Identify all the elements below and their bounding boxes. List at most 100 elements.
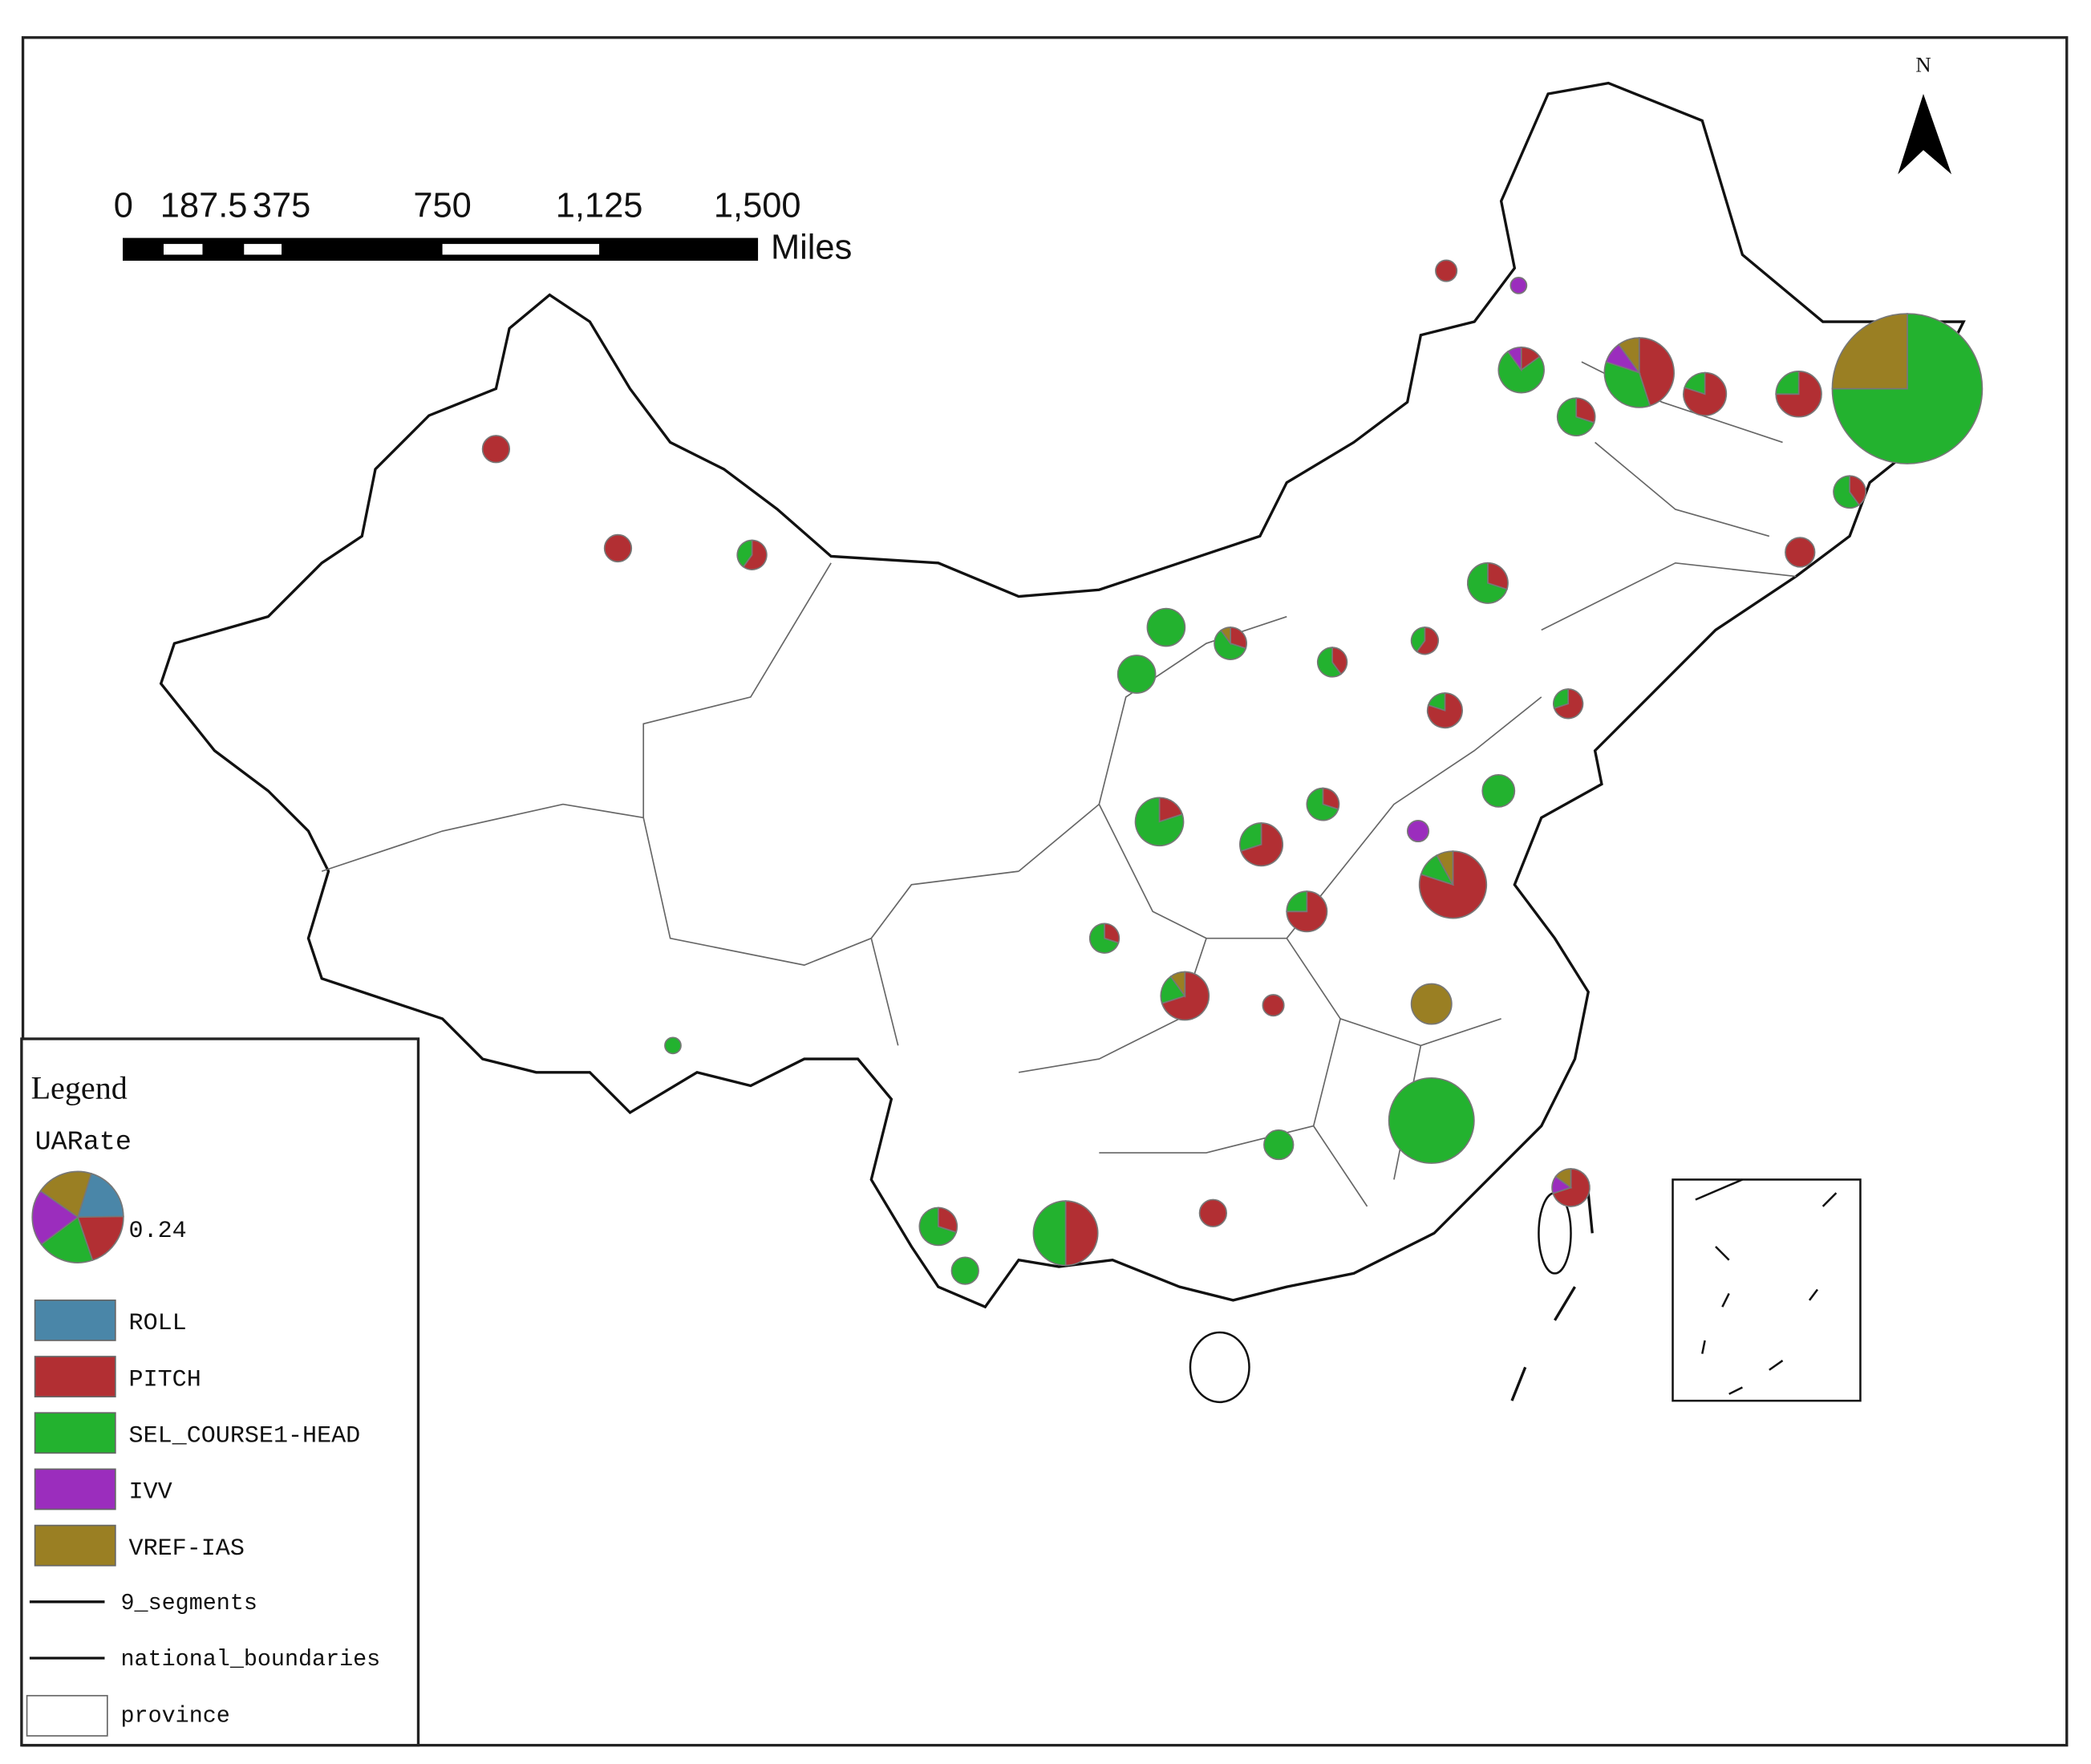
pie-slice xyxy=(1198,1198,1228,1227)
site-pie xyxy=(1262,994,1285,1017)
legend-swatch xyxy=(34,1468,116,1511)
site-pie xyxy=(1481,773,1516,808)
site-pie xyxy=(1553,688,1584,720)
scale-bar-segment xyxy=(164,244,203,255)
north-arrow: N xyxy=(1898,53,1952,175)
pie-slice xyxy=(918,1206,958,1247)
legend-swatch xyxy=(34,1356,116,1397)
site-pie xyxy=(1775,371,1822,418)
pie-slice xyxy=(1481,773,1516,808)
pie-slice xyxy=(1556,397,1595,436)
pie-slice xyxy=(1775,371,1822,418)
legend-label: ROLL xyxy=(129,1310,187,1337)
legend-pie-slice xyxy=(31,1190,79,1246)
scale-label: 1,500 xyxy=(714,186,801,225)
pie-slice xyxy=(1435,259,1458,282)
site-pie xyxy=(1418,850,1488,919)
pie-slice xyxy=(1169,971,1186,999)
scale-label: 0 xyxy=(114,186,133,225)
pie-slice xyxy=(1263,1129,1295,1161)
site-pie xyxy=(1286,890,1328,933)
legend-pie-slice xyxy=(76,1172,124,1219)
site-pie xyxy=(1683,371,1728,416)
pie-slice xyxy=(1638,337,1675,407)
site-pie xyxy=(1316,647,1348,678)
pie-slice xyxy=(1506,346,1522,372)
site-pie xyxy=(1410,983,1453,1025)
pie-slice xyxy=(1322,787,1340,810)
site-pie xyxy=(481,435,511,464)
pie-slice xyxy=(1134,797,1185,847)
legend-swatch xyxy=(34,1412,116,1454)
pie-slice xyxy=(1785,537,1816,568)
site-pie xyxy=(1214,627,1248,660)
pie-slice xyxy=(1410,627,1426,653)
pie-slice xyxy=(1509,277,1528,294)
pie-slice xyxy=(937,1206,958,1234)
site-pie xyxy=(1388,1077,1475,1164)
pie-slice xyxy=(1466,562,1508,604)
site-pie xyxy=(736,539,768,570)
pie-slice xyxy=(1214,629,1247,660)
pie-slice xyxy=(1416,627,1440,655)
site-pie xyxy=(1435,259,1458,282)
pie-slice xyxy=(1262,994,1285,1017)
legend-polygon-symbol xyxy=(26,1694,108,1737)
pie-slice xyxy=(1238,822,1262,853)
site-pie xyxy=(664,1036,682,1055)
site-pie xyxy=(1198,1198,1228,1227)
site-pie xyxy=(918,1206,958,1247)
site-pie xyxy=(1032,1200,1099,1267)
legend-swatch xyxy=(34,1524,116,1567)
pie-slice xyxy=(1286,890,1308,913)
pie-slice xyxy=(1032,1200,1067,1267)
pie-slice xyxy=(1104,923,1120,944)
pie-slice xyxy=(1388,1077,1475,1164)
pie-slice xyxy=(1436,850,1454,886)
pie-slice xyxy=(1331,647,1348,675)
pie-slice xyxy=(1831,313,1908,390)
pie-slice xyxy=(1775,371,1800,395)
site-pie xyxy=(1238,822,1284,867)
legend-label: SEL_COURSE1-HEAD xyxy=(129,1423,361,1450)
legend-title: Legend xyxy=(31,1069,128,1105)
pie-slice xyxy=(1487,562,1509,590)
site-pie xyxy=(1551,1168,1591,1207)
legend-swatch xyxy=(34,1300,116,1341)
north-label: N xyxy=(1915,53,1931,77)
site-pie xyxy=(1831,313,1984,464)
legend-label: PITCH xyxy=(129,1366,201,1393)
site-pie xyxy=(1833,475,1866,509)
scale-label: 750 xyxy=(413,186,471,225)
scale-label: 375 xyxy=(253,186,310,225)
scale-unit: Miles xyxy=(771,228,852,266)
legend-polygon-label: province xyxy=(121,1702,230,1729)
pie-slice xyxy=(481,435,511,464)
pie-slice xyxy=(1306,787,1339,821)
site-pie xyxy=(1410,627,1440,655)
pie-slice xyxy=(1833,475,1861,509)
pie-slice xyxy=(742,539,768,570)
pie-slice xyxy=(1553,688,1570,709)
pie-slice xyxy=(1410,983,1453,1025)
site-pie xyxy=(1556,397,1596,436)
site-pie xyxy=(1263,1129,1295,1161)
legend-pie-slice xyxy=(40,1215,94,1263)
site-pie xyxy=(1603,337,1675,408)
site-pie xyxy=(603,533,633,563)
pie-slice xyxy=(1286,890,1328,933)
scale-label: 187.5 xyxy=(160,186,248,225)
pie-slice xyxy=(1831,313,1984,464)
pie-slice xyxy=(1684,371,1706,395)
site-pie xyxy=(1426,692,1463,729)
pie-slice xyxy=(1064,1200,1099,1267)
site-pie xyxy=(1466,562,1509,604)
site-pie xyxy=(950,1256,979,1285)
pie-slice xyxy=(1406,819,1430,843)
scale-label: 1,125 xyxy=(556,186,643,225)
site-pie xyxy=(1116,655,1157,694)
pie-slice xyxy=(603,533,633,563)
site-pie xyxy=(1146,607,1186,647)
pie-layer xyxy=(481,259,1984,1285)
